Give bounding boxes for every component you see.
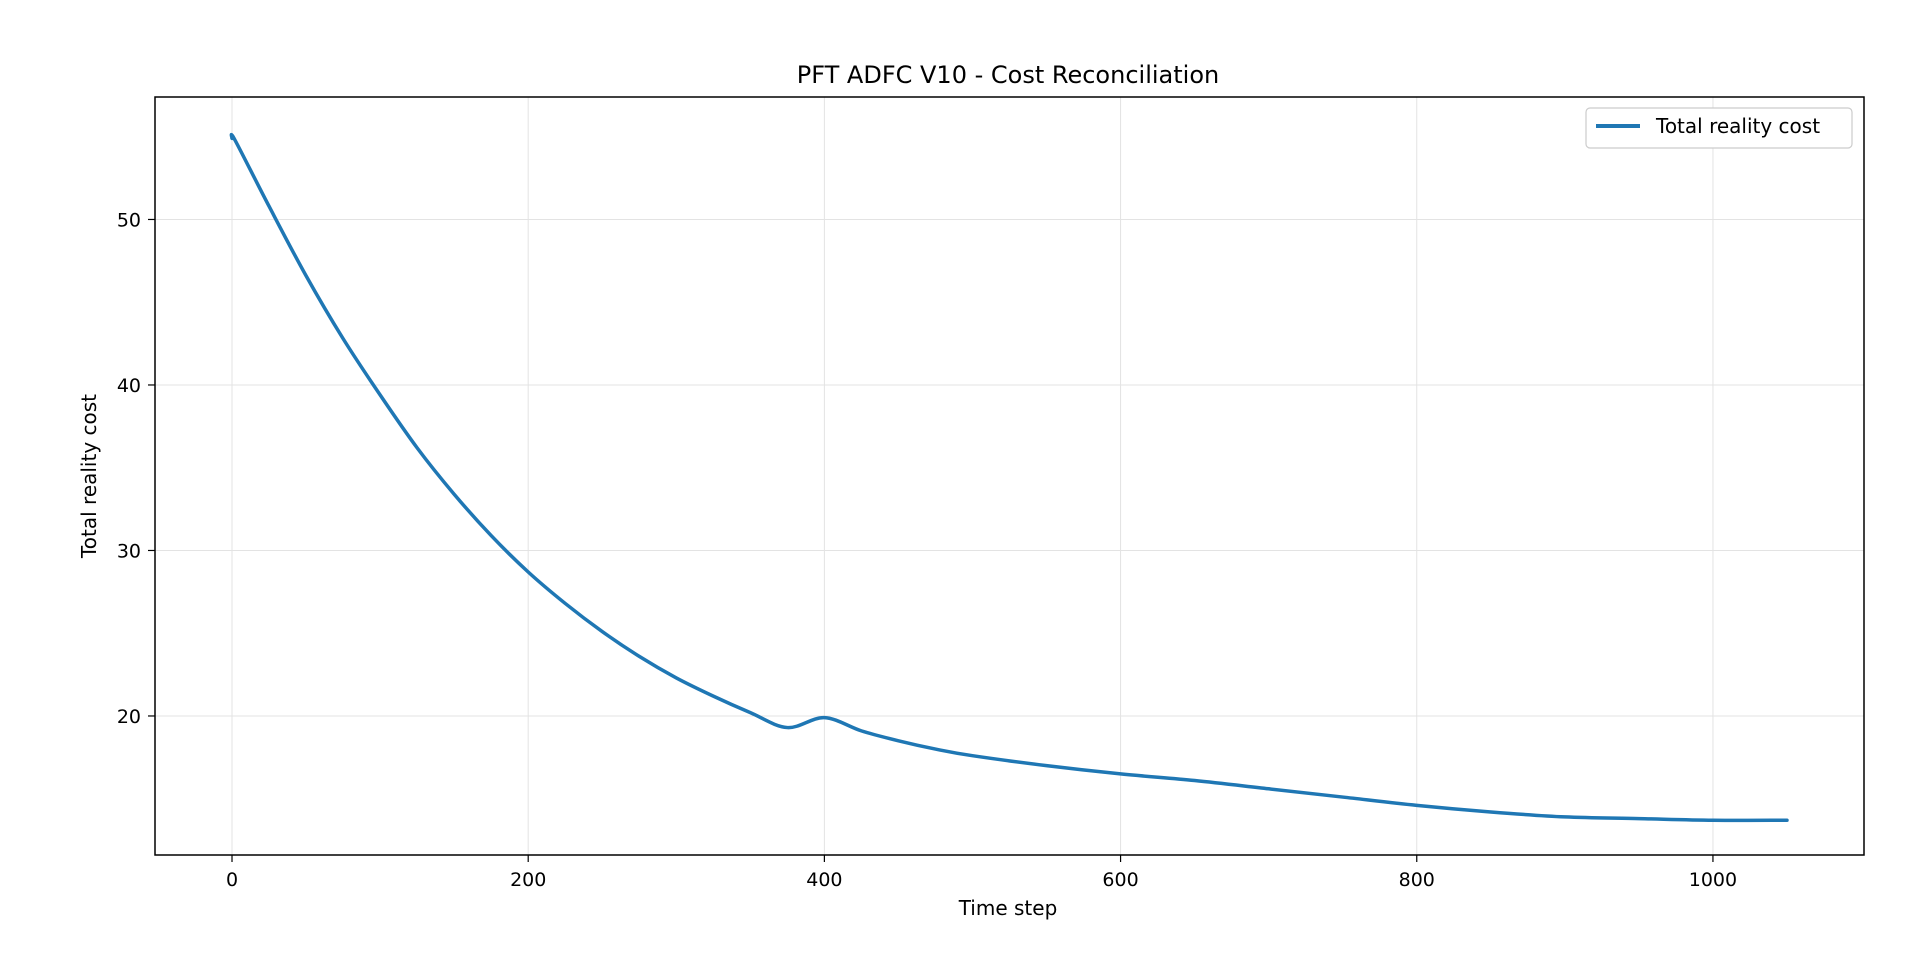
x-tick-label: 400 xyxy=(806,869,842,891)
x-tick-label: 200 xyxy=(510,869,546,891)
legend: Total reality cost xyxy=(1585,107,1853,149)
legend-label: Total reality cost xyxy=(1655,114,1820,138)
y-tick-label: 30 xyxy=(117,540,141,562)
plot-frame xyxy=(154,96,1865,856)
x-tick-label: 1000 xyxy=(1689,869,1737,891)
y-tick-label: 50 xyxy=(117,209,141,231)
y-axis: 20 30 40 50 xyxy=(117,209,155,728)
y-tick-label: 20 xyxy=(117,706,141,728)
legend-box xyxy=(1585,107,1853,149)
chart-title: PFT ADFC V10 - Cost Reconciliation xyxy=(797,61,1219,89)
x-axis: 0 200 400 600 800 1000 xyxy=(226,855,1737,891)
y-axis-label: Total reality cost xyxy=(77,394,101,559)
grid xyxy=(155,97,1864,855)
x-tick-label: 800 xyxy=(1399,869,1435,891)
x-tick-label: 0 xyxy=(226,869,238,891)
y-tick-label: 40 xyxy=(117,375,141,397)
series-line xyxy=(229,132,1789,823)
x-tick-label: 600 xyxy=(1102,869,1138,891)
x-axis-label: Time step xyxy=(958,896,1058,920)
series-layer xyxy=(229,132,1789,823)
